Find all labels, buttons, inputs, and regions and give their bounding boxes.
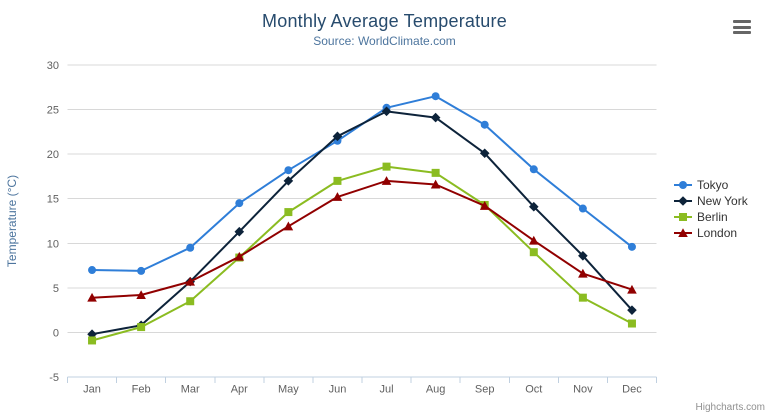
- data-point-tokyo[interactable]: [137, 266, 146, 275]
- data-point-tokyo[interactable]: [186, 243, 195, 252]
- data-point-tokyo[interactable]: [529, 165, 538, 174]
- y-axis-label: 30: [47, 60, 59, 72]
- data-point-new-york[interactable]: [234, 226, 245, 237]
- x-axis-label: Oct: [525, 384, 542, 396]
- data-point-new-york[interactable]: [479, 148, 490, 159]
- data-point-new-york[interactable]: [528, 201, 539, 212]
- series-line-tokyo: [91, 95, 633, 272]
- data-point-london[interactable]: [136, 290, 146, 299]
- data-point-london[interactable]: [332, 192, 343, 201]
- data-point-tokyo[interactable]: [578, 204, 587, 213]
- x-axis-label: Mar: [181, 384, 200, 396]
- data-point-tokyo[interactable]: [431, 92, 440, 101]
- data-point-berlin[interactable]: [382, 162, 391, 171]
- data-point-new-york[interactable]: [381, 106, 392, 117]
- legend-marker-london[interactable]: [678, 228, 688, 237]
- data-point-london[interactable]: [627, 284, 637, 294]
- data-point-berlin[interactable]: [88, 336, 97, 345]
- x-axis-label: Feb: [132, 384, 151, 396]
- series-line-berlin: [91, 165, 633, 342]
- y-axis-label: 5: [53, 283, 59, 295]
- chart-title: Monthly Average Temperature: [262, 11, 507, 31]
- data-point-tokyo[interactable]: [235, 199, 244, 208]
- data-point-berlin[interactable]: [137, 323, 146, 332]
- export-menu-button[interactable]: [732, 19, 752, 35]
- x-axis-label: Sep: [475, 384, 495, 396]
- data-point-tokyo[interactable]: [284, 166, 293, 175]
- y-axis-label: 20: [47, 149, 59, 161]
- data-point-london[interactable]: [381, 176, 392, 185]
- x-axis-label: Jul: [380, 384, 394, 396]
- legend-marker-new-york[interactable]: [678, 196, 688, 206]
- data-point-new-york[interactable]: [627, 305, 637, 315]
- data-point-london[interactable]: [185, 276, 196, 286]
- data-point-new-york[interactable]: [332, 131, 343, 142]
- data-point-berlin[interactable]: [431, 168, 440, 177]
- series-new-york: [87, 106, 637, 340]
- y-axis-title: Temperature (°C): [5, 175, 19, 267]
- series-line-london: [91, 179, 633, 299]
- legend-item-london[interactable]: London: [674, 226, 737, 240]
- data-point-berlin[interactable]: [529, 248, 538, 257]
- highcharts-credit-link[interactable]: Highcharts.com: [695, 402, 765, 413]
- data-point-london[interactable]: [283, 221, 294, 231]
- legend-item-berlin[interactable]: Berlin: [674, 210, 728, 224]
- hamburger-icon: [733, 25, 751, 29]
- legend-item-tokyo[interactable]: Tokyo: [674, 178, 729, 192]
- data-point-berlin[interactable]: [284, 208, 293, 217]
- x-axis-label: Dec: [622, 384, 642, 396]
- data-point-tokyo[interactable]: [480, 120, 489, 129]
- data-point-london[interactable]: [578, 268, 588, 278]
- data-point-tokyo[interactable]: [88, 266, 97, 275]
- x-axis-label: Jun: [329, 384, 347, 396]
- y-axis: -5 0 5 10 15 20 25 30 Temperature (°C): [5, 60, 59, 384]
- legend-item-new-york[interactable]: New York: [674, 194, 749, 208]
- y-axis-label: -5: [49, 372, 59, 384]
- data-point-new-york[interactable]: [578, 250, 588, 261]
- series-london: [87, 176, 637, 302]
- y-axis-label: 10: [47, 238, 59, 250]
- data-point-london[interactable]: [87, 292, 97, 302]
- hamburger-icon: [733, 31, 751, 34]
- legend: Tokyo New York Berlin London: [674, 178, 749, 240]
- series-line-new-york: [91, 110, 633, 336]
- grid-lines: [67, 64, 657, 378]
- legend-marker-tokyo[interactable]: [679, 181, 687, 189]
- legend-label: New York: [697, 194, 749, 208]
- legend-label: Tokyo: [697, 178, 729, 192]
- data-point-berlin[interactable]: [333, 176, 342, 185]
- x-axis: Jan Feb Mar Apr May Jun Jul Aug Sep Oct Nov Dec: [67, 376, 657, 396]
- data-point-london[interactable]: [234, 251, 245, 261]
- x-axis-label: May: [278, 384, 299, 396]
- legend-label: London: [697, 226, 737, 240]
- hamburger-icon: [733, 20, 751, 23]
- y-axis-label: 15: [47, 194, 59, 206]
- data-point-berlin[interactable]: [578, 293, 587, 302]
- x-axis-label: Aug: [426, 384, 446, 396]
- data-point-new-york[interactable]: [430, 112, 441, 123]
- y-axis-label: 25: [47, 105, 59, 117]
- x-axis-label: Jan: [83, 384, 101, 396]
- data-point-london[interactable]: [430, 179, 441, 189]
- series-tokyo: [88, 92, 636, 275]
- x-axis-label: Apr: [231, 384, 248, 396]
- y-axis-label: 0: [53, 327, 59, 339]
- data-point-london[interactable]: [479, 201, 490, 210]
- data-point-berlin[interactable]: [186, 297, 195, 306]
- chart-subtitle: Source: WorldClimate.com: [313, 34, 456, 48]
- data-point-london[interactable]: [528, 235, 539, 245]
- data-point-berlin[interactable]: [627, 319, 636, 328]
- legend-label: Berlin: [697, 210, 728, 224]
- legend-marker-berlin[interactable]: [679, 213, 687, 221]
- data-point-new-york[interactable]: [283, 176, 294, 186]
- data-point-tokyo[interactable]: [627, 242, 636, 251]
- x-axis-label: Nov: [573, 384, 593, 396]
